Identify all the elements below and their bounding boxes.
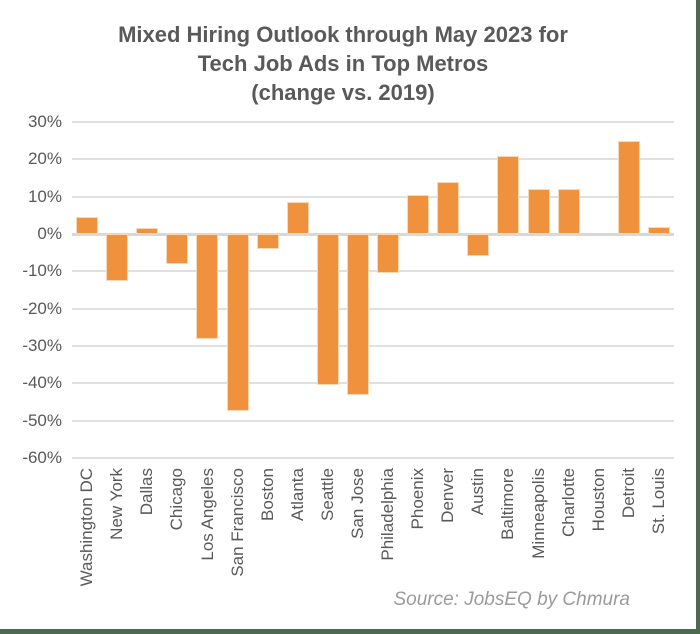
gridline xyxy=(72,121,674,123)
bar xyxy=(346,234,369,395)
x-tick-label: San Francisco xyxy=(227,468,247,577)
bar xyxy=(377,234,400,274)
x-category-slot: Atlanta xyxy=(283,468,313,618)
x-category-slot: San Jose xyxy=(343,468,373,618)
x-tick-label: Washington DC xyxy=(77,468,97,587)
x-tick-label: San Jose xyxy=(347,468,367,539)
y-axis: 30% 20% 10% 0% -10% -20% -30% -40% -50% -60% xyxy=(0,112,62,467)
y-tick-label: -50% xyxy=(22,410,62,430)
x-tick-label: Minneapolis xyxy=(528,468,548,559)
bar xyxy=(437,181,460,234)
x-tick-label: New York xyxy=(107,468,127,540)
x-tick-label: Chicago xyxy=(167,468,187,531)
bar xyxy=(226,234,249,412)
x-tick-label: Los Angeles xyxy=(197,468,217,561)
x-tick-label: Phoenix xyxy=(408,468,428,530)
x-category-slot: Seattle xyxy=(313,468,343,618)
y-tick-label: 10% xyxy=(27,186,62,206)
bar xyxy=(497,155,520,234)
x-tick-label: Seattle xyxy=(317,468,337,521)
x-tick-label: Baltimore xyxy=(498,468,518,540)
bar xyxy=(527,189,550,234)
bar xyxy=(106,234,129,281)
x-tick-label: St. Louis xyxy=(648,468,668,535)
bar xyxy=(557,189,580,234)
x-category-slot: New York xyxy=(102,468,132,618)
bar xyxy=(286,202,309,234)
bar xyxy=(136,228,159,234)
x-category-slot: Los Angeles xyxy=(192,468,222,618)
x-tick-label: Boston xyxy=(257,468,277,521)
chart-title: Mixed Hiring Outlook through May 2023 fo… xyxy=(0,20,686,107)
y-tick-label: 20% xyxy=(27,149,62,169)
y-tick-label: -20% xyxy=(22,298,62,318)
y-tick-label: -30% xyxy=(22,336,62,355)
gridline xyxy=(72,158,674,161)
y-tick-label: -60% xyxy=(22,448,62,467)
x-tick-label: Detroit xyxy=(618,468,638,519)
bar xyxy=(617,140,640,234)
chart-title-line-1: Mixed Hiring Outlook through May 2023 fo… xyxy=(118,22,568,47)
x-category-slot: Chicago xyxy=(162,468,192,618)
x-category-slot: Boston xyxy=(253,468,283,618)
y-tick-label: 30% xyxy=(27,112,62,131)
bar xyxy=(647,226,670,234)
gridline xyxy=(72,270,674,273)
gridline xyxy=(72,307,674,310)
bar xyxy=(196,234,219,339)
zero-gridline xyxy=(72,233,674,236)
gridline xyxy=(72,419,674,422)
y-tick-label: -10% xyxy=(22,261,62,281)
gridline xyxy=(72,382,674,385)
chart-title-line-2: Tech Job Ads in Top Metros xyxy=(197,51,489,76)
x-tick-label: Charlotte xyxy=(558,468,578,537)
x-tick-label: Dallas xyxy=(137,468,157,516)
bar xyxy=(316,234,339,386)
chart-title-line-3: (change vs. 2019) xyxy=(251,80,435,105)
y-tick-label: 0% xyxy=(37,224,62,243)
x-tick-label: Denver xyxy=(438,468,458,523)
x-category-slot: Washington DC xyxy=(72,468,102,618)
bar xyxy=(256,234,279,249)
bar xyxy=(407,194,430,234)
source-note: Source: JobsEQ by Chmura xyxy=(393,589,630,610)
y-tick-label: -40% xyxy=(22,373,62,393)
x-tick-label: Houston xyxy=(588,468,608,532)
x-tick-label: Austin xyxy=(468,468,488,516)
gridline xyxy=(72,345,674,347)
x-category-slot: Dallas xyxy=(132,468,162,618)
gridline xyxy=(72,195,674,198)
x-category-slot: St. Louis xyxy=(644,468,674,618)
gridline xyxy=(72,457,674,459)
x-tick-label: Atlanta xyxy=(287,468,307,521)
bar xyxy=(76,217,99,234)
bar xyxy=(166,234,189,264)
bar xyxy=(467,234,490,257)
x-category-slot: San Francisco xyxy=(222,468,252,618)
x-tick-label: Philadelphia xyxy=(378,468,398,561)
plot-area xyxy=(72,121,674,459)
